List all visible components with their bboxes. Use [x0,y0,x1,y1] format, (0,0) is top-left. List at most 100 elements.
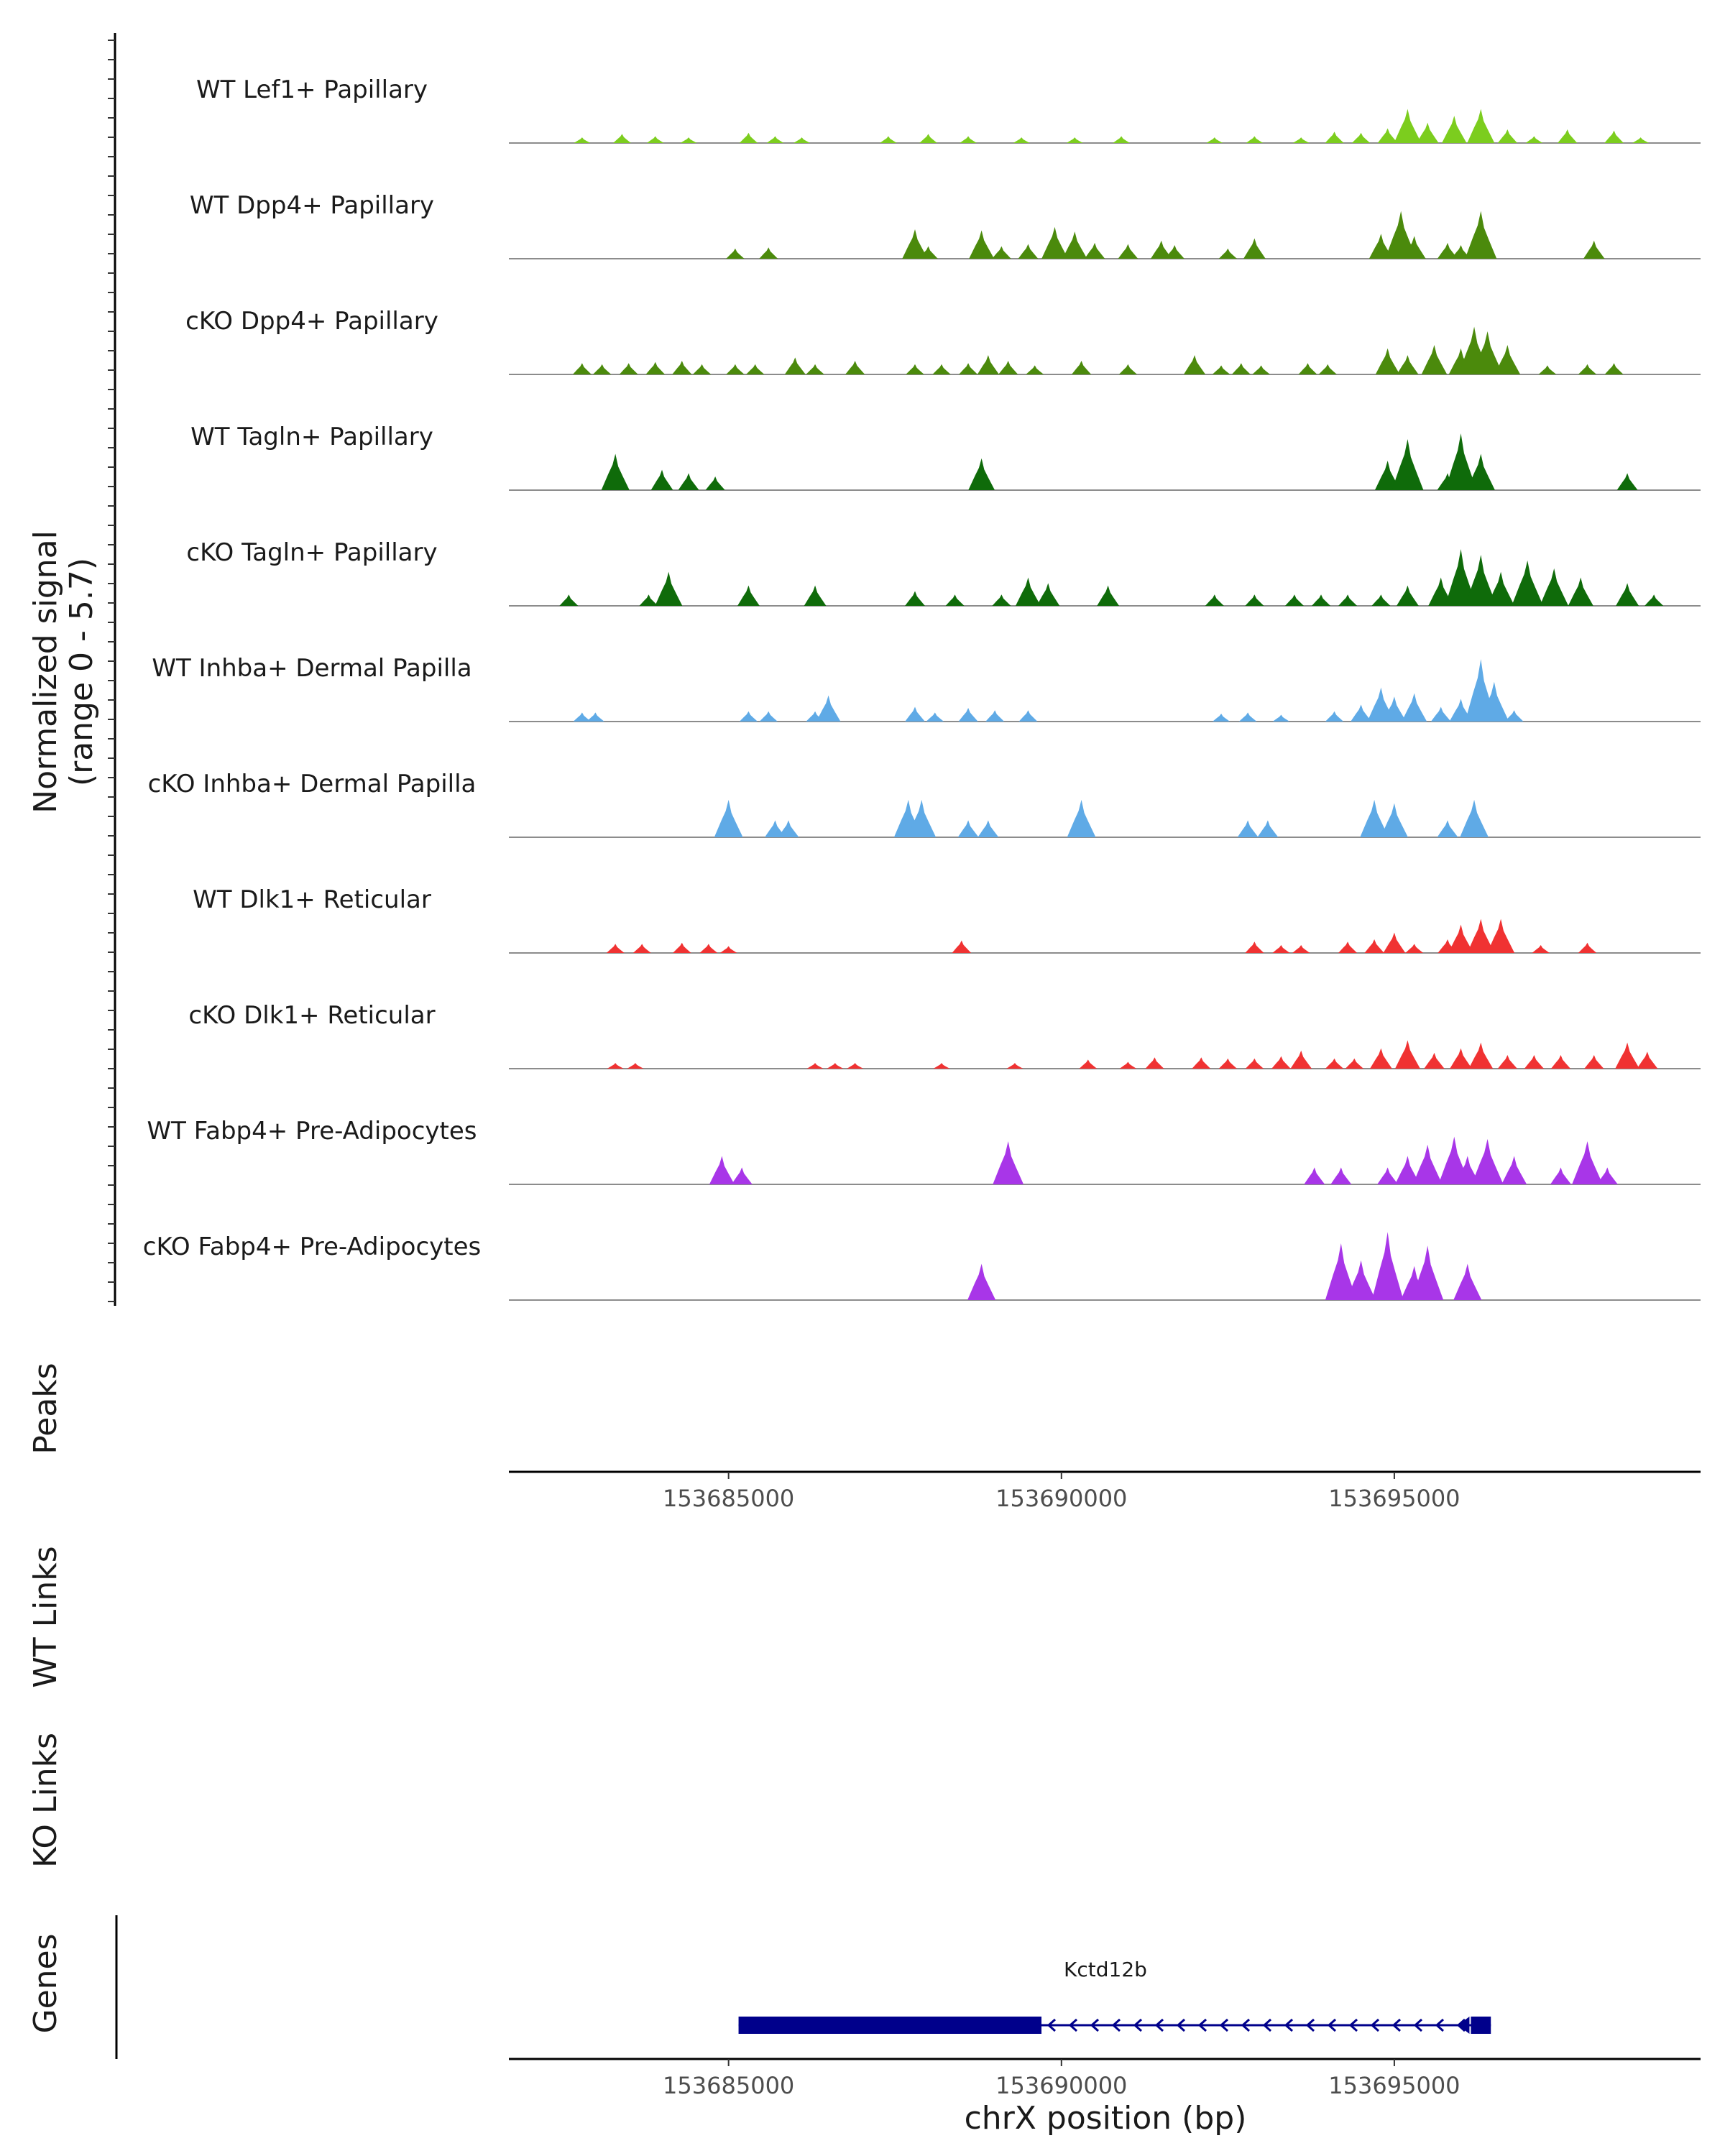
signal-peak [1006,1063,1024,1069]
signal-peak [1540,568,1569,606]
signal-peak [601,453,630,490]
signal-peak [1238,712,1257,722]
signal-peak [606,944,625,953]
track-label: WT Dlk1+ Reticular [193,885,431,914]
signal-peak [905,706,925,722]
signal-peak [1471,1138,1504,1184]
signal-peak [1578,364,1597,374]
signal-peak [1118,364,1138,374]
signal-peak [1369,1048,1392,1069]
signal-peak [573,712,592,722]
signal-peak [1487,571,1515,606]
track-label: WT Fabp4+ Pre-Adipocytes [147,1117,477,1146]
signal-peak [1351,132,1371,143]
signal-peak [1504,710,1524,722]
signal-peak [806,1063,824,1069]
signal-peak [926,712,944,722]
signal-peak [1246,136,1264,143]
strand-arrow [1284,2018,1294,2032]
signal-peak [1018,244,1039,259]
x-axis-tick-label: 153685000 [663,2072,794,2099]
signal-peak [1412,1144,1443,1184]
ko-links-panel-label: KO Links [27,1733,64,1868]
signal-peak [672,361,692,374]
coverage-track: cKO Inhba+ Dermal Papilla [148,770,1701,838]
signal-peak [1615,1042,1640,1069]
x-axis-tick-label: 153695000 [1328,1485,1460,1512]
signal-peak [1245,1058,1264,1069]
signal-peak [1467,918,1495,953]
signal-y-axis-range: (range 0 - 5.7) [63,558,100,786]
signal-peak [998,361,1018,374]
signal-peak [559,594,579,606]
signal-peak [1453,1263,1482,1300]
signal-peak [1351,704,1372,722]
coverage-track: cKO Fabp4+ Pre-Adipocytes [143,1232,1701,1301]
coverage-track: cKO Tagln+ Papillary [186,538,1701,607]
signal-peak [1245,594,1264,606]
signal-peak [960,136,977,143]
signal-peak [1231,363,1251,374]
signal-peak [1538,365,1557,374]
signal-peak [1397,585,1419,606]
signal-peak [1377,1167,1399,1184]
signal-peak [645,361,666,374]
signal-peak [1472,331,1503,374]
strand-arrow [1111,2018,1121,2032]
signal-peak [1071,361,1092,374]
signal-peak [778,820,799,837]
signal-peak [1271,1056,1291,1069]
signal-peak [1394,1040,1420,1069]
signal-peak [1318,364,1337,374]
signal-peak [845,361,865,374]
signal-peak [1604,130,1624,143]
signal-peak [1494,344,1521,374]
strand-arrow [1219,2018,1229,2032]
signal-peak [1416,122,1439,143]
signal-peak [1013,137,1030,143]
signal-peak [1468,1042,1494,1069]
strand-arrow [1392,2018,1402,2032]
signal-peak [1015,577,1041,606]
signal-peak [759,247,778,259]
coverage-track: WT Dpp4+ Papillary [190,191,1701,259]
signal-peak [1325,1243,1357,1300]
signal-peak [586,712,604,722]
signal-peak [680,137,697,143]
signal-peak [907,799,937,837]
signal-peak [906,364,924,374]
peaks-x-axis-ticks: 153685000 153690000 153695000 [663,1472,1460,1512]
signal-peak [794,137,811,143]
signal-peak [1325,711,1344,722]
signal-peak [1450,245,1471,259]
signal-peak [1272,714,1290,722]
signal-peak [978,820,999,837]
signal-peak [1374,460,1401,490]
signal-peak [1345,1058,1364,1069]
signal-peak [650,469,673,490]
signal-peak [1455,1156,1481,1184]
signal-peak [1284,594,1304,606]
strand-arrow [1348,2018,1358,2032]
signal-peak [1062,231,1087,259]
signal-peak [737,585,760,606]
signal-peak [1578,942,1597,953]
signal-y-axis [108,33,116,1306]
coverage-track: WT Lef1+ Papillary [196,75,1701,144]
signal-peak [1371,594,1391,606]
signal-peak [1206,137,1223,143]
signal-peak [992,246,1011,259]
strand-arrow [1435,2018,1445,2032]
signal-peak [1392,438,1424,490]
gene-track [738,2017,1491,2034]
signal-peak [1325,1058,1344,1069]
signal-peak [1501,1156,1527,1184]
signal-peak [639,594,658,606]
gene-exon [1471,2017,1491,2034]
gene-exon [738,2017,1042,2034]
strand-arrow [1413,2018,1423,2032]
signal-peak [592,364,612,374]
signal-peak [1237,820,1259,837]
signal-peak [619,363,638,374]
signal-peak [1192,1057,1211,1069]
